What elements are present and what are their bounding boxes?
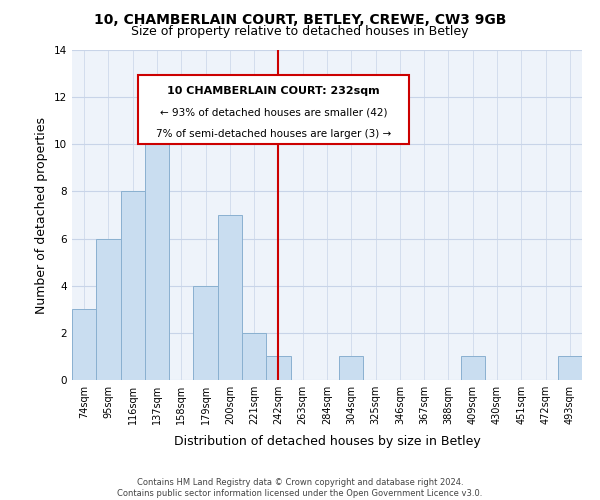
Text: 7% of semi-detached houses are larger (3) →: 7% of semi-detached houses are larger (3… (156, 128, 391, 138)
Y-axis label: Number of detached properties: Number of detached properties (35, 116, 49, 314)
Bar (72, 310, 96, 380)
Bar (242, 333, 266, 380)
Bar (193, 286, 218, 380)
Bar (145, 97, 169, 380)
Bar (266, 356, 290, 380)
Bar (558, 356, 582, 380)
FancyBboxPatch shape (139, 74, 409, 144)
Text: Size of property relative to detached houses in Betley: Size of property relative to detached ho… (131, 25, 469, 38)
Bar (218, 215, 242, 380)
Bar (461, 356, 485, 380)
Bar (96, 238, 121, 380)
X-axis label: Distribution of detached houses by size in Betley: Distribution of detached houses by size … (173, 436, 481, 448)
Text: ← 93% of detached houses are smaller (42): ← 93% of detached houses are smaller (42… (160, 108, 387, 118)
Bar (339, 356, 364, 380)
Bar (121, 192, 145, 380)
Text: 10 CHAMBERLAIN COURT: 232sqm: 10 CHAMBERLAIN COURT: 232sqm (167, 86, 380, 97)
Text: Contains HM Land Registry data © Crown copyright and database right 2024.
Contai: Contains HM Land Registry data © Crown c… (118, 478, 482, 498)
Text: 10, CHAMBERLAIN COURT, BETLEY, CREWE, CW3 9GB: 10, CHAMBERLAIN COURT, BETLEY, CREWE, CW… (94, 12, 506, 26)
